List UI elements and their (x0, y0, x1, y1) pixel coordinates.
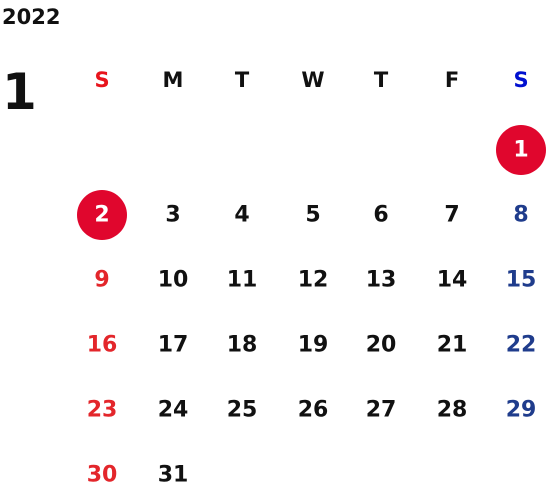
day: 23 (87, 398, 118, 423)
day: 13 (366, 268, 397, 293)
day: 19 (298, 333, 329, 358)
day: 27 (366, 398, 397, 423)
day: 14 (437, 268, 468, 293)
day: 16 (87, 333, 118, 358)
day: 20 (366, 333, 397, 358)
year: 2022 (2, 5, 60, 29)
day: 18 (227, 333, 258, 358)
day: 6 (373, 203, 388, 228)
day: 21 (437, 333, 468, 358)
day: 30 (87, 463, 118, 488)
day: 2 (94, 203, 109, 228)
weekday-label: S (513, 68, 528, 92)
day: 29 (506, 398, 537, 423)
weekday-label: T (235, 68, 250, 92)
weekday-label: F (445, 68, 459, 92)
day: 3 (165, 203, 180, 228)
day: 31 (158, 463, 189, 488)
day: 26 (298, 398, 329, 423)
weekday-label: M (163, 68, 184, 92)
day: 15 (506, 268, 537, 293)
day: 5 (305, 203, 320, 228)
day: 24 (158, 398, 189, 423)
day: 8 (513, 203, 528, 228)
month: 1 (2, 63, 37, 121)
day: 9 (94, 268, 109, 293)
weekday-label: T (374, 68, 389, 92)
weekday-label: S (94, 68, 109, 92)
holiday-circle (77, 190, 127, 240)
day: 17 (158, 333, 189, 358)
day: 22 (506, 333, 537, 358)
weekday-label: W (301, 68, 324, 92)
day: 1 (513, 138, 528, 163)
day: 25 (227, 398, 258, 423)
day: 12 (298, 268, 329, 293)
day: 7 (444, 203, 459, 228)
day: 10 (158, 268, 189, 293)
day: 11 (227, 268, 258, 293)
holiday-circle (496, 125, 546, 175)
day: 4 (234, 203, 249, 228)
day: 28 (437, 398, 468, 423)
